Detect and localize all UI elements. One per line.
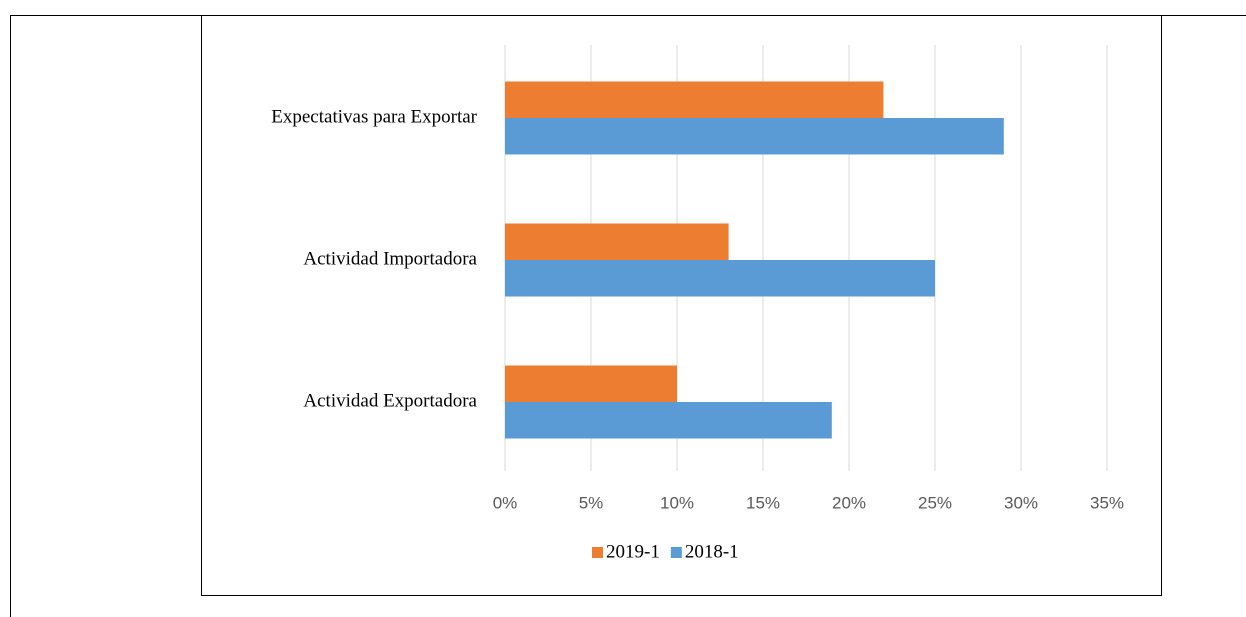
y-tick-label: Actividad Exportadora	[303, 390, 477, 411]
x-tick-label: 20%	[832, 493, 866, 512]
bar	[505, 260, 935, 297]
bar	[505, 223, 729, 260]
x-tick-label: 10%	[660, 493, 694, 512]
bar	[505, 365, 677, 402]
legend-swatch	[670, 547, 682, 558]
legend-label: 2019-1	[606, 541, 660, 562]
x-tick-label: 30%	[1004, 493, 1038, 512]
x-tick-label: 15%	[746, 493, 780, 512]
y-tick-label: Actividad Importadora	[303, 248, 477, 269]
bar	[505, 118, 1004, 155]
x-tick-label: 5%	[579, 493, 604, 512]
x-tick-label: 25%	[918, 493, 952, 512]
bar	[505, 81, 884, 118]
x-tick-label: 0%	[493, 493, 518, 512]
x-tick-label: 35%	[1090, 493, 1124, 512]
bar	[505, 402, 832, 439]
y-tick-label: Expectativas para Exportar	[271, 106, 477, 127]
legend-label: 2018-1	[685, 541, 739, 562]
legend-swatch	[592, 547, 603, 558]
